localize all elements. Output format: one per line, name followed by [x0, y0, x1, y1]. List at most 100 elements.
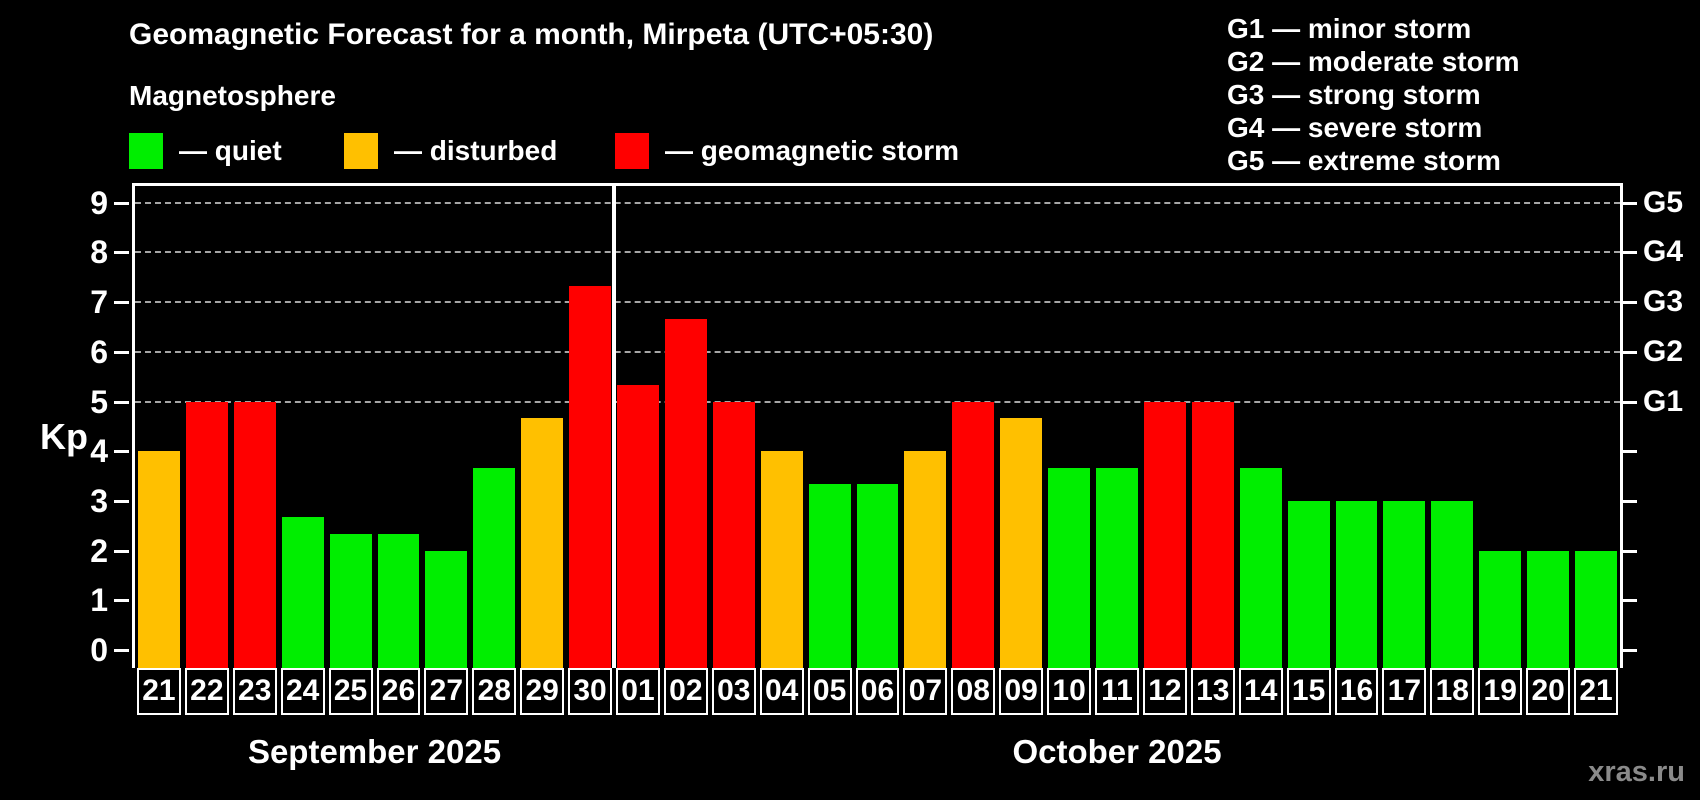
kp-bar-september-26 [377, 534, 420, 668]
date-axis: 21 22 23 24 25 26 27 28 29 30 01 02 03 04 05 06 07 08 09 10… [135, 668, 1620, 715]
kp-bar-october-18 [1431, 500, 1474, 668]
kp-tick-label-7: 7 [90, 284, 108, 321]
left-axis-tick-1 [114, 599, 129, 603]
date-label-october-05: 05 [807, 668, 852, 715]
legend-label-storm: — geomagnetic storm [665, 135, 960, 166]
month-label-september: September 2025 [247, 733, 502, 770]
kp-bar-october-14 [1239, 467, 1282, 668]
date-label-october-18: 18 [1430, 668, 1475, 715]
kp-bar-september-24 [281, 517, 324, 668]
kp-bar-september-27 [425, 550, 468, 668]
kp-bar-october-02 [664, 318, 707, 668]
right-axis-tick-1 [1623, 599, 1637, 603]
g-scale-legend: G1 — minor storm G2 — moderate storm G3 … [1227, 12, 1520, 177]
left-axis-tick-2 [114, 549, 129, 553]
chart-subtitle: Magnetosphere [129, 80, 336, 111]
left-axis-tick-9 [114, 201, 129, 205]
kp-tick-label-3: 3 [90, 482, 108, 519]
date-label-october-21: 21 [1574, 668, 1618, 715]
date-label-september-25: 25 [328, 668, 373, 715]
kp-bar-october-03 [712, 401, 755, 668]
kp-tick-label-4: 4 [90, 433, 108, 470]
kp-bar-october-11 [1096, 467, 1138, 668]
g-legend-item-g1: G1 — minor storm [1227, 13, 1472, 44]
kp-bar-september-28 [473, 467, 516, 668]
g-tick-label-g1: G1 [1643, 384, 1684, 418]
kp-bar-september-25 [329, 534, 372, 668]
date-label-october-04: 04 [759, 668, 804, 715]
kp-tick-label-6: 6 [90, 333, 108, 370]
right-axis-tick-3 [1623, 499, 1637, 503]
kp-bar-october-06 [856, 484, 899, 668]
date-label-october-10: 10 [1047, 668, 1092, 715]
date-label-september-27: 27 [424, 668, 469, 715]
kp-bar-october-12 [1143, 401, 1186, 668]
g-legend-item-g2: G2 — moderate storm [1227, 46, 1520, 77]
date-label-october-19: 19 [1478, 668, 1523, 715]
left-axis-tick-6 [114, 350, 129, 354]
quiet-swatch [129, 133, 163, 169]
g-tick-label-g5: G5 [1643, 185, 1684, 219]
g-tick-label-g3: G3 [1643, 285, 1684, 319]
storm-swatch [615, 133, 649, 169]
legend-item-disturbed: — disturbed [344, 133, 557, 169]
g-tick-label-g4: G4 [1643, 235, 1684, 269]
right-axis-tick-4 [1623, 450, 1637, 454]
kp-bar-september-22 [185, 401, 228, 668]
month-label-october: October 2025 [1012, 733, 1222, 770]
kp-tick-label-9: 9 [90, 184, 108, 221]
kp-bar-october-15 [1287, 500, 1330, 668]
gridline-kp-9 [135, 201, 1620, 204]
kp-bar-october-19 [1479, 550, 1522, 668]
kp-bar-october-01 [617, 385, 659, 668]
kp-bar-september-23 [233, 401, 276, 668]
g-legend-item-g3: G3 — strong storm [1227, 79, 1481, 110]
kp-bar-september-30 [569, 285, 612, 668]
right-axis-tick-2 [1623, 549, 1637, 553]
g-tick-label-g2: G2 [1643, 334, 1684, 368]
g-legend-item-g5: G5 — extreme storm [1227, 145, 1501, 176]
legend-item-storm: — geomagnetic storm [615, 133, 959, 169]
date-label-september-23: 23 [232, 668, 277, 715]
date-label-october-20: 20 [1526, 668, 1571, 715]
left-axis-tick-3 [114, 499, 129, 503]
month-separator-line [612, 186, 617, 668]
date-label-september-30: 30 [568, 668, 613, 715]
watermark: xras.ru [1588, 756, 1685, 788]
date-label-september-22: 22 [184, 668, 229, 715]
date-label-october-15: 15 [1286, 668, 1331, 715]
g-legend-item-g4: G4 — severe storm [1227, 112, 1483, 143]
kp-tick-label-5: 5 [90, 383, 108, 420]
kp-bar-september-29 [521, 417, 564, 668]
gridline-kp-6 [135, 350, 1620, 353]
kp-bar-october-10 [1048, 467, 1091, 668]
left-axis-tick-4 [114, 450, 129, 454]
date-label-october-17: 17 [1382, 668, 1427, 715]
legend-item-quiet: — quiet [129, 133, 282, 169]
date-label-october-11: 11 [1095, 668, 1139, 715]
date-label-october-14: 14 [1238, 668, 1283, 715]
left-axis-tick-0 [114, 649, 129, 652]
gridline-kp-5 [135, 400, 1620, 403]
legend-label-disturbed: — disturbed [394, 135, 558, 166]
kp-bar-october-09 [1000, 417, 1043, 668]
left-axis-tick-8 [114, 251, 129, 255]
kp-bar-september-21 [138, 451, 180, 668]
legend-label-quiet: — quiet [179, 135, 282, 166]
kp-bar-october-17 [1383, 500, 1426, 668]
kp-bar-october-13 [1191, 401, 1234, 668]
date-label-october-03: 03 [711, 668, 756, 715]
left-axis-tick-5 [114, 400, 129, 404]
page-title: Geomagnetic Forecast for a month, Mirpet… [129, 18, 934, 51]
kp-bar-october-04 [760, 451, 803, 668]
kp-tick-label-8: 8 [90, 234, 108, 271]
date-label-october-08: 08 [951, 668, 996, 715]
plot-area [132, 183, 1623, 668]
kp-bar-october-20 [1527, 550, 1570, 668]
date-label-september-24: 24 [280, 668, 325, 715]
date-label-october-13: 13 [1190, 668, 1235, 715]
date-label-october-16: 16 [1334, 668, 1379, 715]
date-label-september-29: 29 [520, 668, 565, 715]
date-label-september-21: 21 [137, 668, 181, 715]
kp-bar-october-21 [1575, 550, 1617, 668]
